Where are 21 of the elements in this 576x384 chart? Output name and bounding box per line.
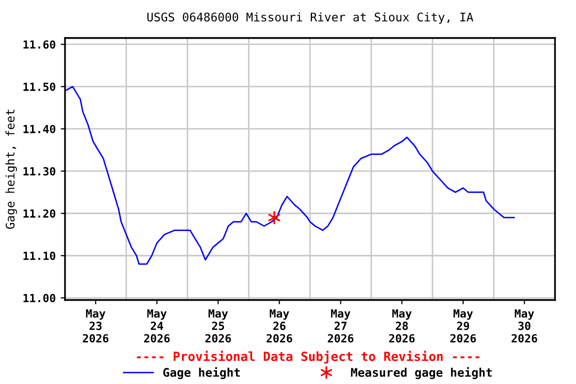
x-tick-label: May 29 2026 xyxy=(450,309,476,343)
x-tick-label: May 25 2026 xyxy=(205,309,231,343)
text: ---- Provisional Data Subject to Revision ---- xyxy=(136,350,480,364)
y-axis-title: Gage height, feet xyxy=(5,110,17,229)
line-series xyxy=(65,86,515,265)
chart-title: USGS 06486000 Missouri River at Sioux City, IA xyxy=(147,12,474,24)
x-tick-label: May 26 2026 xyxy=(266,309,292,343)
legend-label: Measured gage height xyxy=(351,367,492,380)
y-tick-label: 11.30 xyxy=(24,167,56,176)
x-tick-label: May 27 2026 xyxy=(328,309,354,343)
y-tick-label: 11.10 xyxy=(24,252,56,260)
y-tick-label: 11.20 xyxy=(24,209,56,218)
y-tick-label: 11.60 xyxy=(24,40,56,49)
y-tick-label: 11.40 xyxy=(24,124,56,134)
y-tick-label: 11.50 xyxy=(24,82,56,91)
y-tick-label: 11.00 xyxy=(24,294,56,302)
x-tick-label: May 24 2026 xyxy=(144,309,170,343)
x-tick-label: May 28 2026 xyxy=(389,309,415,343)
legend-label: Gage height xyxy=(163,367,240,380)
x-tick-label: May 23 2026 xyxy=(82,309,108,343)
x-tick-label: May 30 2026 xyxy=(512,309,538,343)
